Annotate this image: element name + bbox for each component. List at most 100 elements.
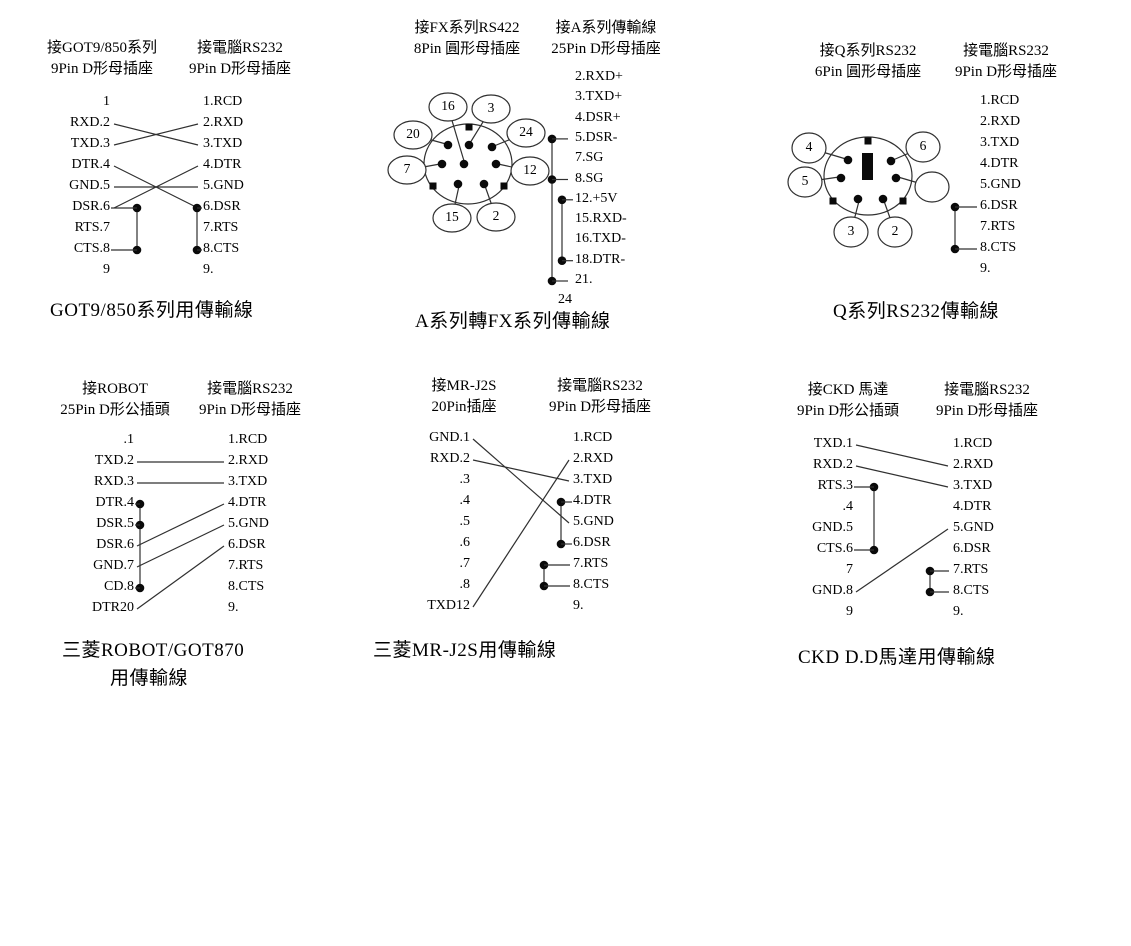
pin-label-left: RTS.3 xyxy=(817,478,853,493)
left-connector-header-line1: 接MR-J2S xyxy=(431,378,497,394)
connector-pin-dot xyxy=(479,179,489,189)
right-connector-header-line2: 9Pin D形母插座 xyxy=(954,63,1058,80)
right-connector-header-line1: 接電腦RS232 xyxy=(963,43,1049,59)
pin-label-right: 8.CTS xyxy=(203,241,240,256)
pin-label-right: 16.TXD- xyxy=(575,231,626,247)
pin-label-right: 2.RXD xyxy=(228,453,269,468)
left-connector-header-line1: 接FX系列RS422 xyxy=(414,20,520,36)
connector-pin-dot xyxy=(491,159,501,169)
right-connector-header-line2: 9Pin D形母插座 xyxy=(935,402,1039,419)
callout-pin-number: 24 xyxy=(519,123,533,139)
pin-label-right: 6.DSR xyxy=(573,535,611,550)
left-connector-header-line1: 接Q系列RS232 xyxy=(819,43,917,59)
callout-pin-number: 7 xyxy=(403,160,411,176)
pin-label-left: 1 xyxy=(103,94,110,109)
key-notch-square xyxy=(829,197,837,205)
pin-label-right: 3.TXD xyxy=(203,136,243,151)
pin-number-callout xyxy=(905,131,941,163)
callout-pin-number: 12 xyxy=(523,161,537,177)
connector-pin-dot xyxy=(443,140,453,150)
pin-label-right: 8.CTS xyxy=(228,579,265,594)
pin-label-right: 1.RCD xyxy=(953,436,993,451)
callout-pin-number: 5 xyxy=(801,172,809,188)
pin-label-right: 3.TXD xyxy=(573,472,613,487)
pin-label-right: 3.TXD+ xyxy=(575,89,623,105)
left-connector-header-line2: 6Pin 圓形母插座 xyxy=(814,63,922,80)
wire-connection xyxy=(472,459,570,608)
pin-label-right: 15.RXD- xyxy=(575,211,627,227)
pin-label-left: DTR.4 xyxy=(95,495,135,510)
key-notch-square xyxy=(500,182,508,190)
callout-pin-number: 2 xyxy=(492,207,500,223)
pin-label-right: 8.CTS xyxy=(980,240,1017,255)
key-notch-square xyxy=(899,197,907,205)
right-connector-header-line1: 接電腦RS232 xyxy=(197,40,283,56)
pin-label-right: 5.GND xyxy=(203,178,244,193)
diagram-title: 用傳輸線 xyxy=(110,668,189,689)
callout-pin-number: 16 xyxy=(441,97,455,113)
pin-number-callout xyxy=(791,132,827,164)
key-notch-square xyxy=(429,182,437,190)
pin-label-left: TXD12 xyxy=(427,598,470,613)
pin-label-right: 7.RTS xyxy=(228,558,264,573)
pin-number-callout xyxy=(393,120,433,150)
pin-label-left: GND.5 xyxy=(812,520,853,535)
connector-pin-dot xyxy=(878,194,888,204)
connector-pin-dot xyxy=(459,159,469,169)
pin-label-right: 7.RTS xyxy=(203,220,239,235)
pin-label-left: TXD.2 xyxy=(94,453,134,468)
pin-label-left: CTS.6 xyxy=(816,541,853,556)
pin-label-right: 2.RXD xyxy=(573,451,614,466)
pin-label-left: .4 xyxy=(842,499,854,514)
pin-label-right: 4.DTR xyxy=(203,157,242,172)
callout-pin-number: 3 xyxy=(847,222,855,238)
pin-label-right: 2.RXD xyxy=(953,457,994,472)
wire-connection xyxy=(855,444,949,467)
pin-label-left: GND.8 xyxy=(812,583,853,598)
pin-label-left: DSR.5 xyxy=(96,516,134,531)
key-notch-square xyxy=(465,123,473,131)
pin-label-right: 3.TXD xyxy=(980,135,1020,150)
diagram-title: 三菱ROBOT/GOT870 xyxy=(62,640,245,661)
pin-label-left: RTS.7 xyxy=(74,220,110,235)
wire-connection xyxy=(855,528,949,593)
pin-label-left: .4 xyxy=(459,493,471,508)
right-connector-header-line1: 接電腦RS232 xyxy=(557,378,643,394)
right-connector-header-line1: 接電腦RS232 xyxy=(207,381,293,397)
pin-label-left: GND.7 xyxy=(93,558,134,573)
pin-label-right: 1.RCD xyxy=(573,430,613,445)
pin-label-left: .1 xyxy=(123,432,135,447)
connector-pin-dot xyxy=(853,194,863,204)
pin-label-right: 7.RTS xyxy=(953,562,989,577)
pin-label-right: 5.GND xyxy=(573,514,614,529)
left-connector-header-line2: 9Pin D形公插頭 xyxy=(796,402,900,419)
pin-label-right: 9. xyxy=(228,600,239,615)
pin-label-right: 4.DTR xyxy=(573,493,612,508)
pin-label-right: 4.DTR xyxy=(980,156,1019,171)
left-connector-header-line2: 20Pin插座 xyxy=(431,398,497,415)
right-connector-header-line2: 25Pin D形母插座 xyxy=(551,40,661,57)
wire-connection xyxy=(136,524,225,568)
connector-pin-dot xyxy=(891,173,901,183)
connector-pin-dot xyxy=(464,140,474,150)
pin-label-right: 9. xyxy=(980,261,991,276)
pin-number-callout xyxy=(877,216,913,248)
pin-label-right: 5.GND xyxy=(980,177,1021,192)
pin-label-left: RXD.2 xyxy=(429,451,470,466)
pin-label-right: 1.RCD xyxy=(980,93,1020,108)
pin-label-right: 3.TXD xyxy=(953,478,993,493)
connector-pin-dot xyxy=(836,173,846,183)
pin-number-callout xyxy=(476,202,516,232)
wire-connection xyxy=(113,165,199,209)
pin-label-right: 6.DSR xyxy=(980,198,1018,213)
pin-label-right: 7.SG xyxy=(575,150,604,166)
diagram-title: GOT9/850系列用傳輸線 xyxy=(50,300,254,321)
pin-label-right: 6.DSR xyxy=(228,537,266,552)
pin-label-right: 1.RCD xyxy=(228,432,268,447)
pin-label-right: 6.DSR xyxy=(953,541,991,556)
diagram-title: A系列轉FX系列傳輸線 xyxy=(415,311,611,332)
wire-connection xyxy=(113,123,199,146)
pin-label-right: 18.DTR- xyxy=(575,251,626,267)
pin-label-right: 2.RXD xyxy=(203,115,244,130)
